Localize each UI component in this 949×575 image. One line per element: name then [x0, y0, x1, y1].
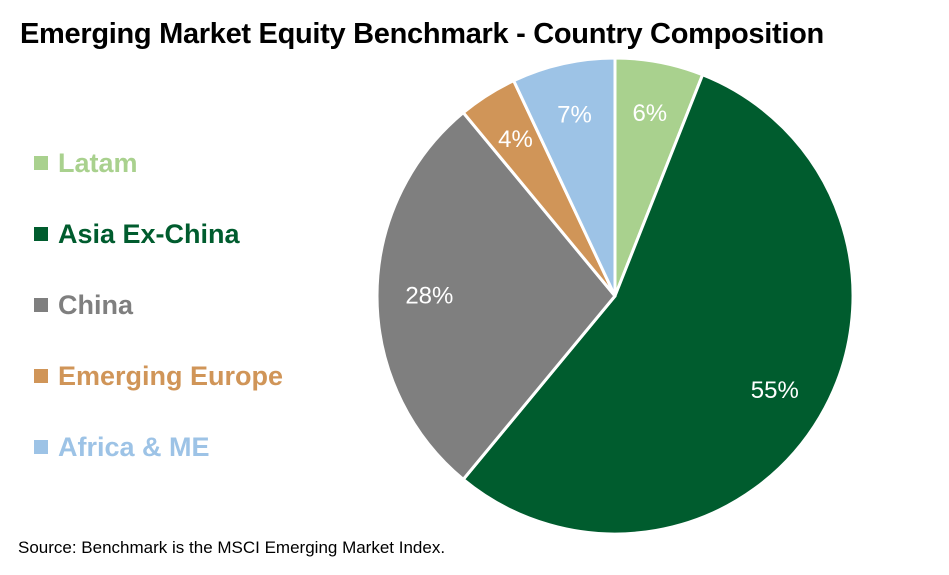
- legend-label: Latam: [58, 147, 138, 178]
- chart-title: Emerging Market Equity Benchmark - Count…: [20, 18, 824, 50]
- slice-label-asia-ex-china: 55%: [751, 377, 799, 404]
- legend-item-latam: Latam: [34, 145, 138, 181]
- legend-label: China: [58, 289, 134, 320]
- legend-swatch: [34, 369, 48, 383]
- source-note: Source: Benchmark is the MSCI Emerging M…: [18, 538, 446, 557]
- legend-swatch: [34, 440, 48, 454]
- slice-label-emerging-europe: 4%: [498, 126, 533, 153]
- legend-swatch: [34, 298, 48, 312]
- legend-swatch: [34, 227, 48, 241]
- slice-label-china: 28%: [405, 283, 453, 310]
- legend-label: Asia Ex-China: [58, 218, 240, 249]
- slice-label-latam: 6%: [632, 100, 667, 127]
- legend-item-emerging-europe: Emerging Europe: [34, 358, 283, 394]
- legend-swatch: [34, 156, 48, 170]
- legend-label: Emerging Europe: [58, 360, 284, 391]
- pie-slice-china: [375, 111, 617, 481]
- legend-item-china: China: [34, 287, 133, 323]
- legend-label: Africa & ME: [58, 431, 210, 462]
- pie-slices: [375, 56, 855, 536]
- pie-slice-labels: 6% 55% 28% 4% 7%: [405, 100, 798, 404]
- legend-item-africa-and-me: Africa & ME: [34, 429, 210, 465]
- legend-item-asia-ex-china: Asia Ex-China: [34, 216, 240, 252]
- pie-slice-asia-ex-china: [461, 73, 855, 536]
- pie-slice-africa-and-me: [512, 56, 617, 298]
- slice-label-africa-and-me: 7%: [557, 101, 592, 128]
